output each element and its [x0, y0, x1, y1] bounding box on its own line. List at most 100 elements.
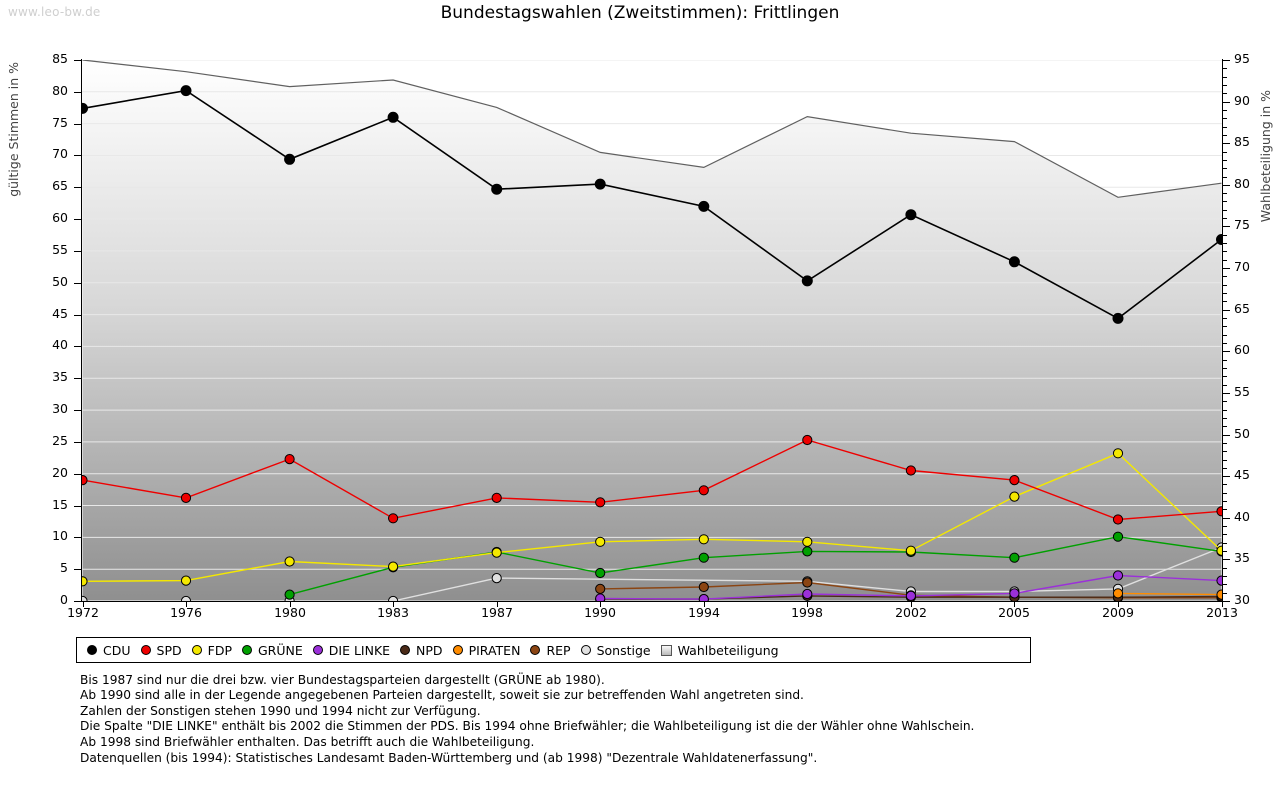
- legend-item-wahlbeteiligung[interactable]: Wahlbeteiligung: [651, 638, 779, 662]
- data-point-grüne[interactable]: [595, 567, 606, 579]
- legend-item-cdu[interactable]: CDU: [77, 638, 131, 662]
- x-tick: [186, 601, 187, 607]
- right-tick-minor: [1223, 534, 1227, 535]
- data-point-cdu[interactable]: [1008, 256, 1020, 268]
- x-tick: [393, 601, 394, 607]
- data-point-spd[interactable]: [491, 492, 502, 503]
- data-point-die-linke[interactable]: [595, 593, 606, 601]
- right-tick-minor: [1223, 335, 1227, 336]
- data-point-spd[interactable]: [905, 465, 917, 476]
- data-point-spd[interactable]: [802, 434, 813, 446]
- data-point-sonstige[interactable]: [491, 573, 502, 584]
- data-point-die-linke[interactable]: [1216, 575, 1222, 586]
- data-point-fdp[interactable]: [905, 545, 917, 556]
- legend-item-npd[interactable]: NPD: [390, 638, 443, 662]
- left-tick: [74, 251, 81, 252]
- data-point-cdu[interactable]: [387, 111, 399, 123]
- data-point-rep[interactable]: [802, 577, 813, 588]
- legend-item-spd[interactable]: SPD: [131, 638, 182, 662]
- legend-item-piraten[interactable]: PIRATEN: [443, 638, 520, 662]
- data-point-cdu[interactable]: [284, 153, 296, 165]
- data-point-grüne[interactable]: [698, 552, 709, 563]
- data-point-cdu[interactable]: [180, 85, 192, 97]
- right-tick: [1223, 310, 1230, 311]
- data-point-spd[interactable]: [1112, 514, 1124, 525]
- right-tick-label: 60: [1234, 342, 1250, 357]
- legend-label: SPD: [156, 642, 182, 658]
- data-point-rep[interactable]: [595, 583, 606, 595]
- data-point-spd[interactable]: [698, 485, 709, 496]
- data-point-cdu[interactable]: [698, 200, 710, 212]
- data-point-fdp[interactable]: [802, 536, 813, 547]
- data-point-spd[interactable]: [180, 492, 192, 503]
- series-line-cdu: [82, 89, 1222, 320]
- left-tick-label: 65: [52, 178, 68, 193]
- data-point-die-linke[interactable]: [802, 588, 813, 600]
- data-point-spd[interactable]: [1216, 506, 1222, 517]
- x-tick-label: 1998: [791, 605, 823, 620]
- data-point-fdp[interactable]: [180, 575, 192, 586]
- data-point-grüne[interactable]: [1112, 531, 1124, 542]
- data-point-cdu[interactable]: [801, 275, 813, 287]
- data-point-fdp[interactable]: [698, 534, 709, 545]
- data-point-cdu[interactable]: [82, 102, 88, 114]
- data-point-die-linke[interactable]: [1112, 570, 1124, 581]
- legend-item-grüne[interactable]: GRÜNE: [232, 638, 303, 662]
- data-point-cdu[interactable]: [1112, 312, 1124, 324]
- data-point-die-linke[interactable]: [698, 594, 709, 602]
- data-point-die-linke[interactable]: [905, 590, 916, 601]
- right-tick-minor: [1223, 243, 1227, 244]
- left-tick: [74, 187, 81, 188]
- right-tick-minor: [1223, 426, 1227, 427]
- right-tick-minor: [1223, 318, 1227, 319]
- data-point-spd[interactable]: [388, 513, 399, 524]
- legend-label: GRÜNE: [257, 642, 303, 658]
- right-tick-minor: [1223, 593, 1227, 594]
- right-tick-minor: [1223, 451, 1227, 452]
- data-point-cdu[interactable]: [905, 209, 917, 221]
- data-point-fdp[interactable]: [284, 556, 295, 567]
- note-line: Zahlen der Sonstigen stehen 1990 und 199…: [80, 703, 481, 718]
- legend-item-rep[interactable]: REP: [520, 638, 571, 662]
- legend-item-die-linke[interactable]: DIE LINKE: [303, 638, 390, 662]
- data-point-spd[interactable]: [82, 475, 88, 486]
- data-point-grüne[interactable]: [284, 589, 295, 600]
- data-point-fdp[interactable]: [1216, 545, 1222, 556]
- data-point-fdp[interactable]: [491, 547, 502, 558]
- right-tick-minor: [1223, 135, 1227, 136]
- data-point-grüne[interactable]: [802, 546, 813, 557]
- data-point-fdp[interactable]: [1112, 448, 1124, 459]
- legend-item-fdp[interactable]: FDP: [182, 638, 232, 662]
- right-tick-label: 55: [1234, 384, 1250, 399]
- x-tick-label: 1983: [377, 605, 409, 620]
- left-axis-title: gültige Stimmen in %: [6, 62, 21, 197]
- data-point-spd[interactable]: [284, 454, 295, 465]
- legend-item-sonstige[interactable]: Sonstige: [571, 638, 651, 662]
- data-point-die-linke[interactable]: [1009, 588, 1020, 599]
- data-point-fdp[interactable]: [82, 576, 88, 587]
- data-point-grüne[interactable]: [1009, 552, 1020, 563]
- data-point-sonstige[interactable]: [82, 595, 88, 601]
- right-tick: [1223, 435, 1230, 436]
- data-point-rep[interactable]: [698, 581, 709, 593]
- data-point-fdp[interactable]: [1009, 491, 1020, 502]
- right-tick: [1223, 559, 1230, 560]
- legend-dot-icon: [580, 645, 591, 655]
- data-point-fdp[interactable]: [595, 536, 606, 547]
- data-point-cdu[interactable]: [594, 178, 606, 190]
- data-point-spd[interactable]: [595, 497, 606, 508]
- data-point-spd[interactable]: [1009, 475, 1020, 486]
- data-point-piraten[interactable]: [1112, 588, 1124, 599]
- data-point-sonstige[interactable]: [388, 595, 399, 601]
- data-point-cdu[interactable]: [491, 183, 503, 195]
- right-tick-minor: [1223, 401, 1227, 402]
- right-tick-label: 75: [1234, 217, 1250, 232]
- right-tick-label: 70: [1234, 259, 1250, 274]
- right-tick-label: 45: [1234, 467, 1250, 482]
- data-point-piraten[interactable]: [1216, 589, 1222, 600]
- right-tick-minor: [1223, 218, 1227, 219]
- data-point-sonstige[interactable]: [180, 595, 192, 601]
- right-tick-minor: [1223, 418, 1227, 419]
- data-point-fdp[interactable]: [388, 561, 399, 572]
- data-point-cdu[interactable]: [1216, 234, 1223, 245]
